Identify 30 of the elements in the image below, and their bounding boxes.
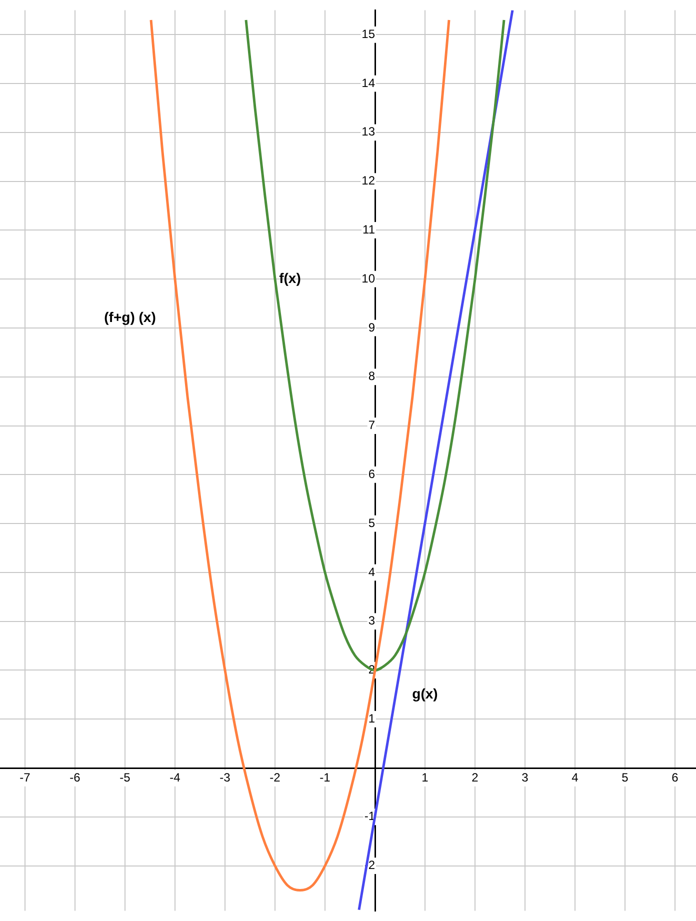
x-tick-label: 5	[622, 770, 629, 785]
y-tick-label: 4	[368, 564, 376, 579]
x-tick-label: -3	[220, 770, 231, 785]
x-tick-label: -6	[70, 770, 81, 785]
x-tick-label: 2	[472, 770, 479, 785]
x-tick-label: -5	[120, 770, 131, 785]
y-tick-label: 13	[362, 124, 376, 139]
series-label: (f+g) (x)	[104, 309, 156, 326]
y-tick-label: 14	[362, 76, 376, 90]
x-tick-label: 4	[572, 770, 579, 785]
y-tick-label: 12	[362, 174, 376, 188]
y-tick-label: 8	[368, 369, 376, 384]
y-tick-label: 7	[368, 418, 376, 432]
y-tick-label: 5	[368, 516, 376, 530]
series-label: g(x)	[412, 686, 438, 702]
x-tick-label: 3	[522, 770, 529, 785]
y-tick-label: 6	[368, 466, 376, 481]
x-tick-label: -4	[170, 770, 181, 785]
y-tick-label: 10	[362, 271, 376, 286]
y-tick-label: 3	[368, 614, 376, 628]
x-tick-label: -1	[320, 770, 331, 785]
x-tick-label: -2	[270, 770, 281, 785]
y-tick-label: 15	[362, 26, 376, 41]
x-tick-label: -7	[20, 770, 31, 785]
x-tick-label: 6	[672, 770, 679, 785]
y-tick-label: 1	[368, 711, 376, 726]
y-tick-label: 11	[362, 222, 376, 237]
series-label: f(x)	[279, 270, 301, 286]
y-tick-label: 9	[368, 320, 376, 334]
x-tick-label: 1	[422, 770, 429, 785]
